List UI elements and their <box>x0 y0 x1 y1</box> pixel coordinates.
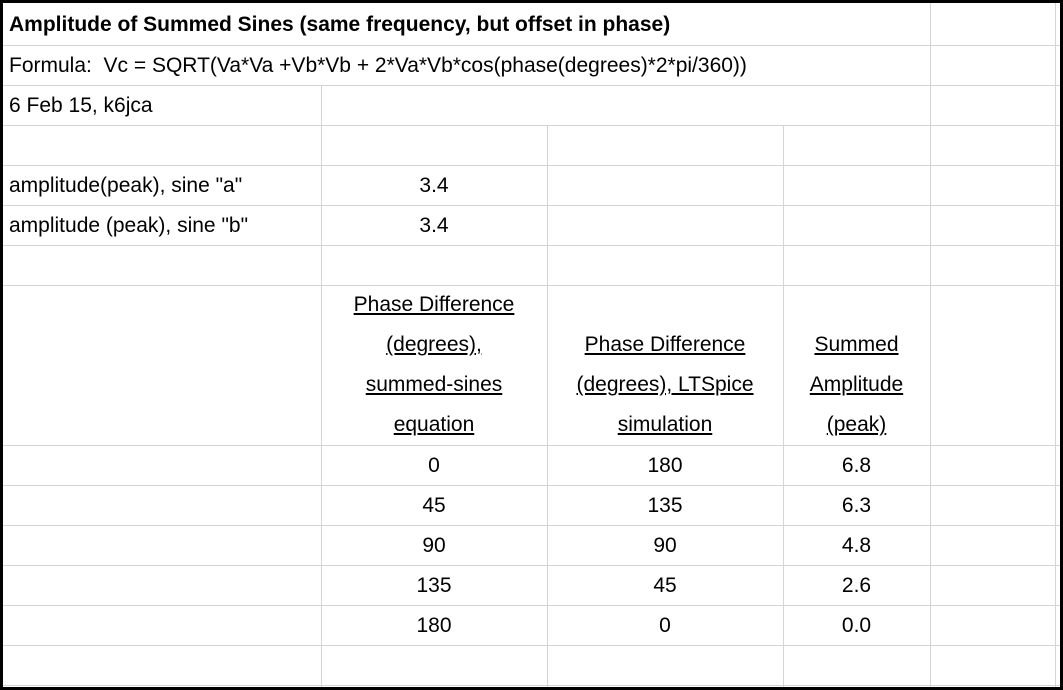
column-header: Amplitude <box>809 373 904 396</box>
col-line <box>1055 3 1056 687</box>
column-header: (degrees), LTSpice <box>576 373 754 396</box>
row-line <box>3 445 1060 446</box>
table-cell: 135 <box>647 494 683 517</box>
input-label: amplitude (peak), sine "b" <box>9 214 249 237</box>
column-header: Summed <box>814 333 899 356</box>
table-cell: 135 <box>416 574 452 597</box>
table-cell: 6.8 <box>841 454 872 477</box>
column-header: (peak) <box>826 413 887 436</box>
row-line <box>3 645 1060 646</box>
table-cell: 4.8 <box>841 534 872 557</box>
column-header: summed-sines <box>365 373 503 396</box>
column-header: Phase Difference <box>584 333 746 356</box>
formula: Formula: Vc = SQRT(Va*Va +Vb*Vb + 2*Va*V… <box>9 54 747 77</box>
row-line <box>3 685 1060 686</box>
date-author: 6 Feb 15, k6jca <box>9 94 153 117</box>
table-cell: 180 <box>416 614 452 637</box>
input-value: 3.4 <box>419 174 449 197</box>
row-line <box>3 125 1060 126</box>
row-line <box>3 605 1060 606</box>
table-cell: 0.0 <box>841 614 872 637</box>
table-cell: 45 <box>422 494 446 517</box>
row-line <box>3 85 1060 86</box>
row-line <box>3 165 1060 166</box>
table-cell: 0 <box>428 454 440 477</box>
row-line <box>3 565 1060 566</box>
column-header: simulation <box>617 413 713 436</box>
table-cell: 180 <box>647 454 683 477</box>
col-line <box>547 125 548 687</box>
formula-bg <box>3 44 1054 82</box>
row-line <box>3 485 1060 486</box>
table-cell: 0 <box>659 614 671 637</box>
row-line <box>3 205 1060 206</box>
input-label: amplitude(peak), sine "a" <box>9 174 243 197</box>
table-cell: 45 <box>653 574 677 597</box>
table-cell: 90 <box>653 534 677 557</box>
table-cell: 6.3 <box>841 494 872 517</box>
col-line <box>321 85 322 687</box>
col-line <box>930 3 931 687</box>
table-cell: 2.6 <box>841 574 872 597</box>
row-line <box>3 245 1060 246</box>
sheet-title: Amplitude of Summed Sines (same frequenc… <box>9 13 671 36</box>
title-bg <box>3 3 929 44</box>
input-value: 3.4 <box>419 214 449 237</box>
row-line <box>3 525 1060 526</box>
column-header: (degrees), <box>386 333 482 356</box>
row-line <box>3 45 1060 46</box>
column-header: equation <box>393 413 475 436</box>
column-header: Phase Difference <box>353 293 515 316</box>
table-cell: 90 <box>422 534 446 557</box>
col-line <box>783 125 784 687</box>
row-line <box>3 285 1060 286</box>
